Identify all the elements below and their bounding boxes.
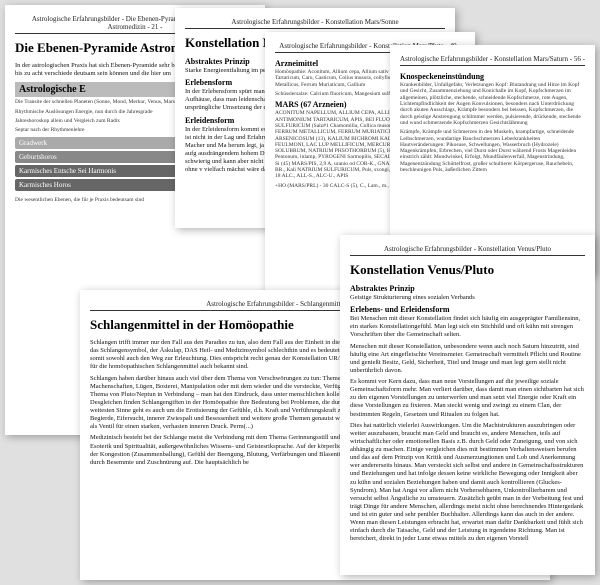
section-heading: Erlebens- und Erleidensform (350, 305, 585, 314)
body-text: Menschen mit dieser Konstellation, unbes… (350, 343, 585, 376)
page-venus-pluto: Astrologische Erfahrungsbilder - Konstel… (340, 235, 595, 575)
page-header: Astrologische Erfahrungsbilder - Konstel… (185, 18, 445, 29)
body-text: Geistige Strukturierung eines sozialen V… (350, 294, 585, 302)
page-header: Astrologische Erfahrungsbilder - Konstel… (400, 55, 585, 66)
page-title: Konstellation Venus/Pluto (350, 262, 585, 278)
body-text: Dies hat natürlich vielerlei Auswirkunge… (350, 422, 585, 544)
body-text: Es kommt vor Kern dazu, dass man neue Vo… (350, 378, 585, 419)
body-text: Bei Menschen mit dieser Konstellation fi… (350, 315, 585, 339)
section-heading: Knospeckeneinstündung (400, 72, 585, 81)
section-heading: Abstraktes Prinzip (350, 284, 585, 293)
body-text: Krankenbilder, Unfallgefahr, Verletzunge… (400, 82, 585, 126)
body-text: Krämpfe, Krämpfe und Schmerzen in den Mu… (400, 129, 585, 173)
page-header: Astrologische Erfahrungsbilder - Konstel… (350, 245, 585, 256)
